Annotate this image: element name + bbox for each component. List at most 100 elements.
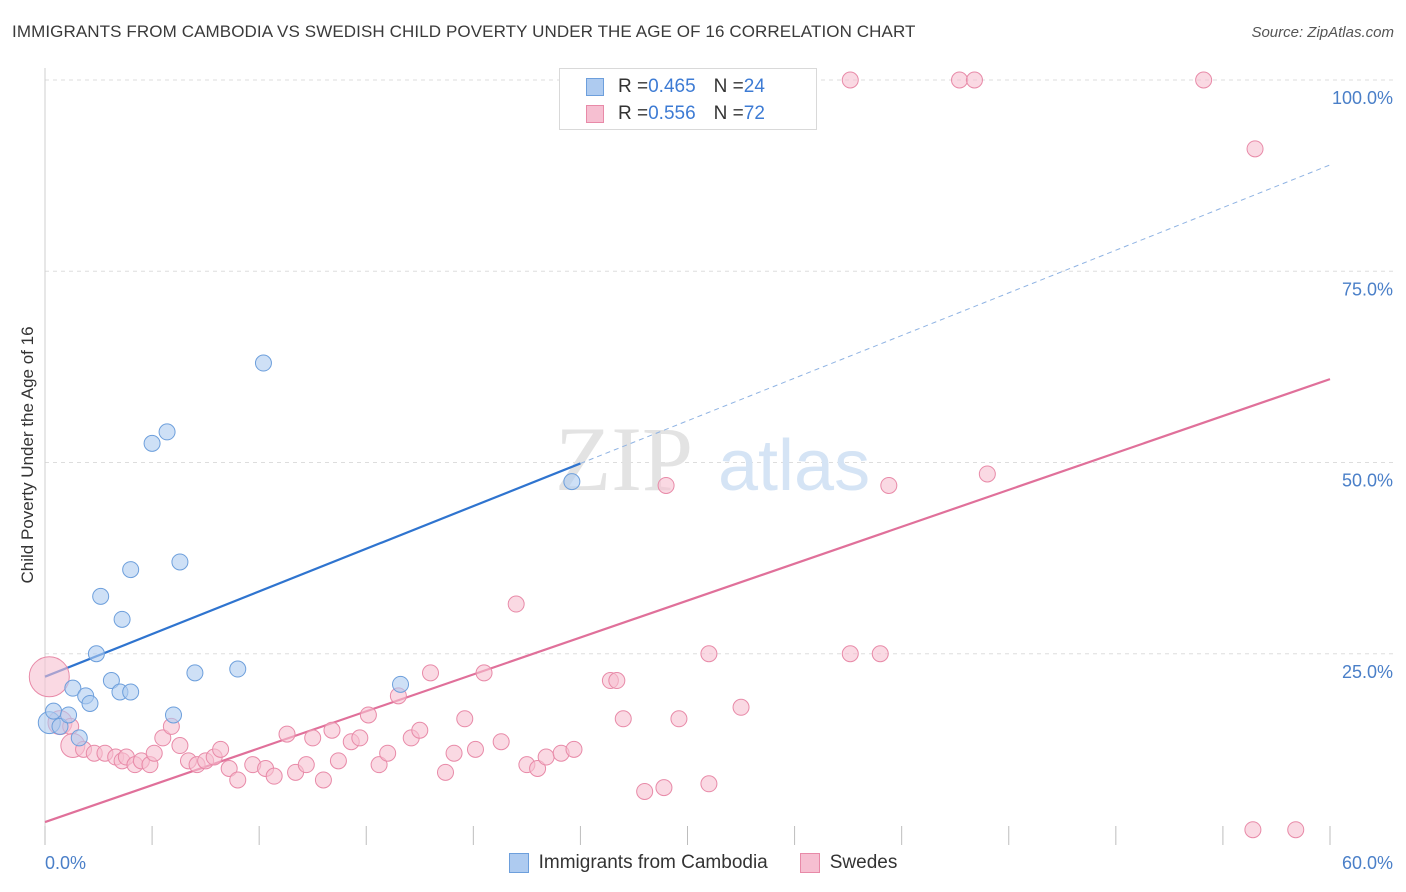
point-swedes xyxy=(212,740,230,758)
point-swedes xyxy=(359,706,377,724)
point-swedes xyxy=(529,760,547,777)
point-swedes xyxy=(456,710,474,728)
watermark-atlas: atlas xyxy=(718,426,870,506)
point-cambodia xyxy=(122,561,140,579)
legend-item-cambodia: Immigrants from Cambodia xyxy=(508,852,768,874)
y-axis-label: Child Poverty Under the Age of 16 xyxy=(18,326,37,583)
trend-lines xyxy=(44,164,1331,824)
point-swedes xyxy=(314,771,332,789)
n-value: 24 xyxy=(743,76,765,97)
point-cambodia xyxy=(171,553,189,571)
r-label: R = xyxy=(618,76,649,97)
point-cambodia xyxy=(51,717,69,735)
point-cambodia xyxy=(158,423,176,441)
point-swedes xyxy=(145,744,163,762)
point-swedes xyxy=(1195,71,1213,89)
n-label: N = xyxy=(713,103,744,124)
point-cambodia xyxy=(254,354,272,372)
point-swedes xyxy=(278,725,296,743)
point-cambodia xyxy=(87,645,105,663)
point-swedes xyxy=(323,721,341,739)
point-swedes xyxy=(229,771,247,789)
grid-lines xyxy=(45,79,1395,655)
point-swedes xyxy=(171,737,189,755)
point-cambodia xyxy=(102,672,120,690)
point-swedes xyxy=(304,729,322,747)
legend-label-cambodia: Immigrants from Cambodia xyxy=(538,852,768,873)
point-swedes xyxy=(978,465,996,483)
watermark-zip: ZIP xyxy=(555,408,693,510)
source-label: Source: ZipAtlas.com xyxy=(1251,24,1394,41)
point-swedes xyxy=(265,767,283,785)
point-swedes xyxy=(351,729,369,747)
y-tick-label: 25.0% xyxy=(1342,662,1393,682)
point-swedes xyxy=(1287,821,1305,839)
pink-swatch xyxy=(799,853,820,873)
point-cambodia xyxy=(122,683,140,701)
n-label: N = xyxy=(713,76,744,97)
r-value: 0.556 xyxy=(648,103,696,124)
y-tick-label: 75.0% xyxy=(1342,279,1393,299)
trend-line-solid xyxy=(44,378,1331,824)
pink-swatch xyxy=(586,105,604,123)
watermark: ZIP atlas xyxy=(555,408,870,510)
point-swedes xyxy=(220,760,238,777)
point-swedes xyxy=(370,756,388,774)
point-cambodia xyxy=(92,587,110,605)
data-points xyxy=(28,71,1305,839)
point-swedes xyxy=(841,71,859,89)
point-swedes xyxy=(297,756,315,774)
point-cambodia xyxy=(113,610,131,628)
point-cambodia xyxy=(392,675,410,693)
point-swedes xyxy=(670,710,688,728)
point-cambodia xyxy=(186,664,204,682)
legend-label-swedes: Swedes xyxy=(829,852,898,873)
point-cambodia xyxy=(165,706,182,724)
point-cambodia xyxy=(64,679,82,697)
n-value: 72 xyxy=(743,103,765,124)
point-swedes xyxy=(565,740,583,758)
point-swedes xyxy=(1246,140,1264,158)
x-tick-label: 60.0% xyxy=(1342,853,1393,873)
legend-row-swedes: R = 0.556 N = 72 xyxy=(586,102,765,126)
blue-swatch xyxy=(508,853,529,873)
point-swedes xyxy=(411,721,429,739)
series-legend: Immigrants from Cambodia Swedes xyxy=(0,852,1406,874)
y-tick-label: 100.0% xyxy=(1332,88,1393,108)
point-swedes xyxy=(841,645,859,663)
point-swedes xyxy=(379,744,397,762)
point-swedes xyxy=(492,733,510,751)
chart-title: IMMIGRANTS FROM CAMBODIA VS SWEDISH CHIL… xyxy=(12,22,916,41)
point-swedes xyxy=(732,698,750,716)
point-cambodia xyxy=(60,706,78,724)
point-swedes xyxy=(700,775,718,793)
point-swedes xyxy=(700,645,718,663)
point-swedes xyxy=(950,71,968,89)
r-value: 0.465 xyxy=(648,76,696,97)
point-cambodia xyxy=(563,473,581,491)
point-swedes xyxy=(507,595,525,613)
legend-item-swedes: Swedes xyxy=(799,852,898,874)
point-swedes xyxy=(614,710,632,728)
correlation-legend: R = 0.465 N = 24 R = 0.556 N = 72 xyxy=(559,68,817,130)
point-swedes xyxy=(880,476,898,494)
point-swedes xyxy=(28,656,70,698)
point-swedes xyxy=(1244,821,1262,839)
x-tick-label: 0.0% xyxy=(45,853,86,873)
point-swedes xyxy=(608,672,626,690)
point-cambodia xyxy=(70,729,88,747)
point-cambodia xyxy=(143,434,161,452)
point-swedes xyxy=(445,744,463,762)
point-swedes xyxy=(537,748,555,766)
axis-labels: 25.0% 50.0% 75.0% 100.0% 0.0% 60.0% Child Pove… xyxy=(18,88,1393,873)
point-cambodia xyxy=(229,660,247,678)
point-swedes xyxy=(154,729,172,747)
point-swedes xyxy=(422,664,439,682)
point-cambodia xyxy=(45,702,63,720)
trend-line-solid xyxy=(44,462,581,678)
y-tick-label: 50.0% xyxy=(1342,471,1393,491)
point-swedes xyxy=(655,779,673,797)
point-swedes xyxy=(965,71,983,89)
point-swedes xyxy=(636,782,654,800)
